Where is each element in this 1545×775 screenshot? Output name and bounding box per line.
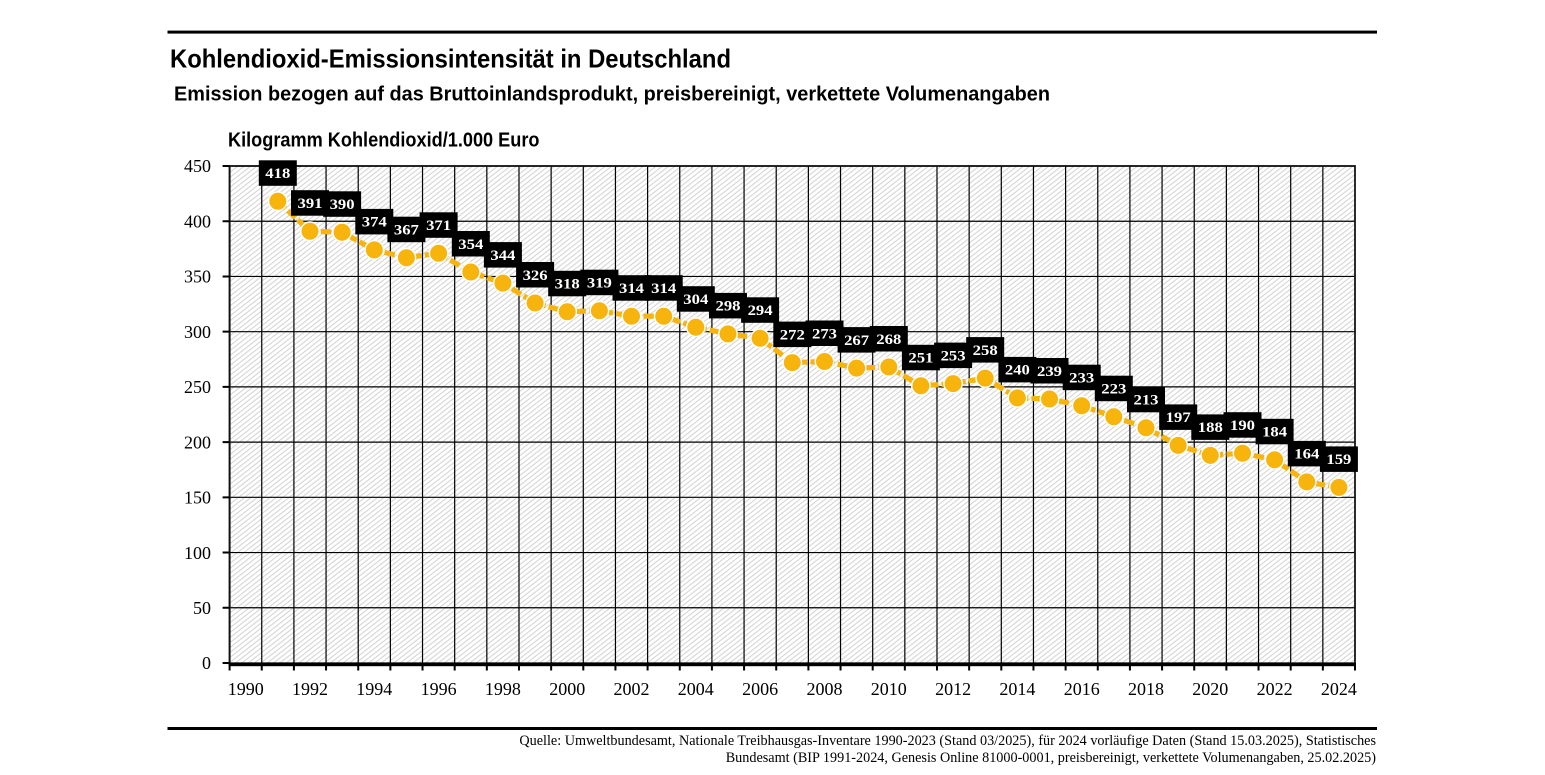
- svg-text:239: 239: [1037, 364, 1062, 380]
- svg-text:Kilogramm Kohlendioxid/1.000 E: Kilogramm Kohlendioxid/1.000 Euro: [228, 130, 540, 152]
- svg-text:400: 400: [184, 211, 211, 231]
- svg-text:188: 188: [1198, 420, 1223, 436]
- svg-text:367: 367: [394, 223, 420, 239]
- svg-text:304: 304: [683, 292, 709, 308]
- svg-text:350: 350: [184, 267, 211, 287]
- svg-text:354: 354: [458, 237, 484, 253]
- svg-text:240: 240: [1005, 363, 1030, 379]
- svg-text:2006: 2006: [742, 679, 778, 699]
- svg-text:267: 267: [844, 333, 870, 349]
- svg-text:2012: 2012: [935, 679, 971, 699]
- svg-text:318: 318: [555, 277, 580, 293]
- svg-text:200: 200: [184, 432, 211, 452]
- svg-text:100: 100: [184, 543, 211, 563]
- svg-text:Kohlendioxid-Emissionsintensit: Kohlendioxid-Emissionsintensität in Deut…: [170, 44, 731, 74]
- svg-text:2014: 2014: [999, 679, 1035, 699]
- svg-text:1994: 1994: [356, 679, 392, 699]
- svg-text:2004: 2004: [678, 679, 714, 699]
- svg-text:Emission bezogen auf das Brutt: Emission bezogen auf das Bruttoinlandspr…: [174, 84, 1050, 106]
- svg-text:268: 268: [876, 332, 901, 348]
- svg-text:2020: 2020: [1192, 679, 1228, 699]
- svg-text:258: 258: [973, 343, 998, 359]
- svg-text:390: 390: [330, 197, 355, 213]
- svg-text:251: 251: [908, 351, 933, 367]
- svg-text:450: 450: [184, 156, 211, 176]
- svg-text:2018: 2018: [1128, 679, 1164, 699]
- svg-text:314: 314: [651, 281, 677, 297]
- svg-text:0: 0: [202, 653, 211, 673]
- svg-text:371: 371: [426, 218, 451, 234]
- svg-text:184: 184: [1262, 425, 1288, 441]
- svg-text:2008: 2008: [807, 679, 843, 699]
- svg-text:150: 150: [184, 488, 211, 508]
- svg-text:294: 294: [748, 303, 774, 319]
- svg-text:223: 223: [1101, 382, 1126, 398]
- svg-text:1990: 1990: [228, 679, 264, 699]
- svg-text:272: 272: [780, 327, 805, 343]
- svg-text:326: 326: [523, 268, 549, 284]
- svg-text:418: 418: [265, 166, 290, 182]
- svg-text:374: 374: [362, 215, 388, 231]
- svg-text:2024: 2024: [1321, 679, 1357, 699]
- svg-text:164: 164: [1294, 447, 1320, 463]
- svg-text:298: 298: [716, 299, 741, 315]
- svg-text:1996: 1996: [421, 679, 457, 699]
- svg-text:2022: 2022: [1257, 679, 1293, 699]
- svg-text:391: 391: [298, 196, 323, 212]
- svg-text:2010: 2010: [871, 679, 907, 699]
- svg-text:190: 190: [1230, 418, 1255, 434]
- svg-text:253: 253: [941, 348, 966, 364]
- svg-text:1998: 1998: [485, 679, 521, 699]
- svg-text:Bundesamt (BIP 1991-2024, Gene: Bundesamt (BIP 1991-2024, Genesis Online…: [726, 750, 1377, 766]
- svg-text:233: 233: [1069, 371, 1094, 387]
- svg-text:273: 273: [812, 326, 837, 342]
- svg-text:250: 250: [184, 377, 211, 397]
- svg-text:2000: 2000: [549, 679, 585, 699]
- svg-text:Quelle: Umweltbundesamt, Natio: Quelle: Umweltbundesamt, Nationale Treib…: [519, 733, 1376, 749]
- svg-text:314: 314: [619, 281, 645, 297]
- svg-text:2016: 2016: [1064, 679, 1100, 699]
- svg-text:50: 50: [193, 598, 211, 618]
- svg-text:197: 197: [1166, 410, 1192, 426]
- svg-text:344: 344: [490, 248, 516, 264]
- svg-text:213: 213: [1134, 393, 1159, 409]
- svg-text:1992: 1992: [292, 679, 328, 699]
- svg-text:319: 319: [587, 276, 612, 292]
- svg-text:2002: 2002: [614, 679, 650, 699]
- svg-text:300: 300: [184, 322, 211, 342]
- svg-text:159: 159: [1326, 452, 1351, 468]
